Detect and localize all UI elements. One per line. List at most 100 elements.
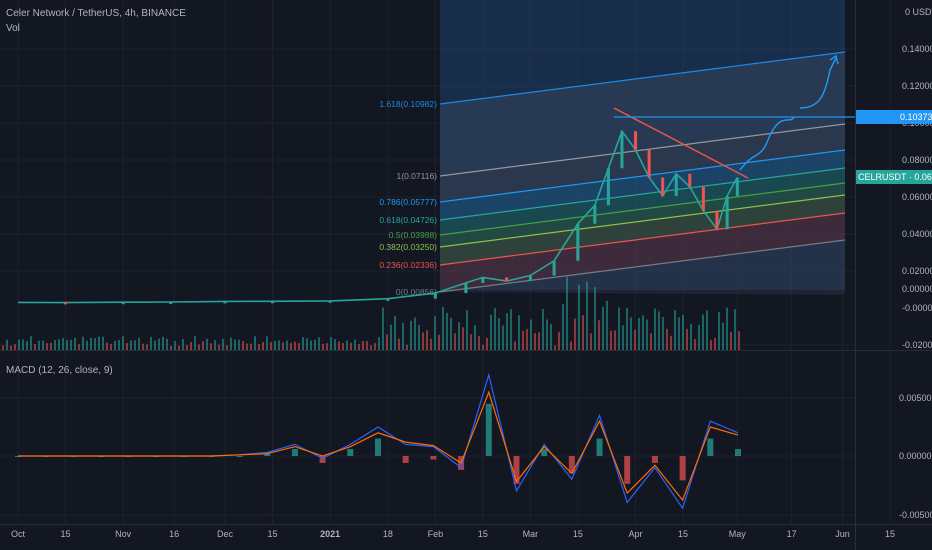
volume-bar	[326, 343, 328, 350]
volume-bar	[622, 325, 624, 350]
price-candle	[169, 302, 173, 305]
macd-histogram-bar	[596, 438, 603, 456]
volume-bar	[670, 335, 672, 350]
fib-level-label: 0.618(0.04726)	[379, 215, 437, 225]
macd-histogram-bar	[236, 456, 243, 457]
volume-bar	[130, 340, 132, 350]
volume-bar	[722, 322, 724, 350]
price-candle	[223, 301, 227, 304]
price-tag-label: 0.10373	[900, 112, 932, 122]
x-tick-label: 15	[678, 529, 688, 539]
volume-bar	[314, 339, 316, 350]
volume-bar	[558, 331, 560, 350]
volume-bar	[254, 336, 256, 350]
volume-bar	[182, 338, 184, 350]
volume-bar	[118, 340, 120, 350]
projection-arrow-2	[799, 57, 837, 109]
x-tick-label: Oct	[11, 529, 26, 539]
volume-bar	[702, 314, 704, 350]
volume-bar	[486, 337, 488, 350]
volume-bar	[594, 287, 596, 350]
volume-bar	[218, 344, 220, 350]
volume-bar	[262, 342, 264, 350]
price-candle	[121, 302, 125, 305]
volume-bar	[26, 340, 28, 350]
y-tick-label: 0.12000	[902, 81, 932, 91]
volume-bar	[18, 339, 20, 350]
volume-bar	[694, 338, 696, 350]
volume-bar	[54, 340, 56, 350]
volume-bar	[402, 322, 404, 350]
volume-bar	[462, 327, 464, 350]
volume-bar	[258, 344, 260, 350]
fib-band	[440, 213, 845, 292]
volume-bar	[518, 315, 520, 350]
volume-bar	[418, 324, 420, 350]
volume-bar	[238, 339, 240, 350]
volume-bar	[266, 336, 268, 350]
fib-level-label: 0.5(0.03988)	[389, 230, 437, 240]
price-candle	[505, 277, 509, 282]
volume-bar	[662, 316, 664, 350]
volume-bar	[62, 337, 64, 350]
price-candle	[328, 300, 332, 303]
volume-bar	[578, 284, 580, 350]
macd-histogram-bar	[513, 456, 520, 484]
volume-bar	[14, 344, 16, 350]
volume-bar	[234, 339, 236, 350]
volume-bar	[514, 341, 516, 350]
price-candle	[528, 275, 532, 282]
volume-label: Vol	[6, 23, 20, 34]
volume-bar	[718, 311, 720, 350]
volume-bar	[354, 339, 356, 350]
volume-bar	[174, 340, 176, 350]
fib-lower-band	[440, 240, 845, 295]
volume-bar	[666, 328, 668, 350]
volume-bar	[346, 340, 348, 350]
volume-bar	[38, 340, 40, 350]
fib-level-line	[439, 194, 846, 248]
volume-bar	[426, 330, 428, 350]
volume-bar	[138, 337, 140, 350]
macd-histogram-bar	[707, 438, 714, 456]
volume-bar	[414, 317, 416, 350]
volume-bar	[98, 336, 100, 350]
macd-label: MACD (12, 26, close, 9)	[6, 365, 113, 376]
y-tick-label: 0.00000	[902, 284, 932, 294]
volume-bar	[682, 314, 684, 350]
volume-bar	[626, 307, 628, 350]
volume-bar	[302, 337, 304, 350]
volume-bar	[166, 338, 168, 350]
volume-bar	[598, 320, 600, 350]
fib-level-line	[439, 239, 846, 293]
volume-bar	[86, 340, 88, 350]
volume-bar	[134, 340, 136, 350]
volume-bar	[474, 325, 476, 350]
price-candle	[606, 168, 610, 206]
volume-bar	[270, 341, 272, 350]
volume-bar	[726, 307, 728, 350]
volume-bar	[74, 337, 76, 350]
x-tick-label: 15	[573, 529, 583, 539]
volume-bar	[394, 315, 396, 350]
price-candle	[634, 131, 638, 150]
volume-bar	[638, 317, 640, 350]
volume-bar	[446, 312, 448, 350]
price-candle	[576, 223, 580, 261]
volume-bar	[150, 336, 152, 350]
volume-bar	[562, 304, 564, 350]
fib-level-line	[439, 212, 846, 266]
fib-level-label: 0(0.00856)	[396, 287, 437, 297]
volume-bar	[734, 309, 736, 350]
arrowhead	[829, 54, 839, 65]
y-tick-label: 0.02000	[902, 266, 932, 276]
volume-bar	[566, 276, 568, 350]
volume-bar	[198, 344, 200, 350]
x-tick-label: Jun	[835, 529, 850, 539]
fib-level-label: 0.786(0.05777)	[379, 197, 437, 207]
volume-bar	[162, 336, 164, 350]
volume-bar	[110, 343, 112, 350]
price-candle	[433, 293, 437, 299]
volume-bar	[658, 311, 660, 350]
